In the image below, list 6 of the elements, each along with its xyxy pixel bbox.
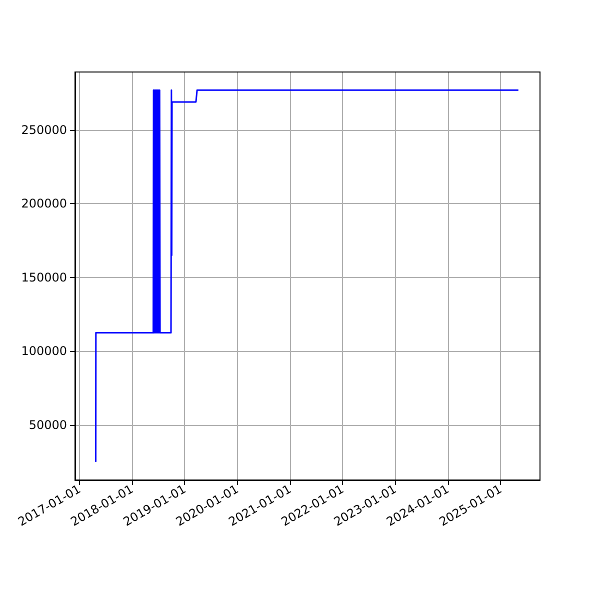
y-tick-label: 50000: [28, 418, 67, 432]
line-series: [95, 89, 520, 463]
y-tick-label: 250000: [21, 122, 67, 137]
y-tick-label: 200000: [21, 196, 67, 211]
y-tick-label: 150000: [21, 270, 67, 284]
y-tick-label: 100000: [21, 344, 67, 358]
